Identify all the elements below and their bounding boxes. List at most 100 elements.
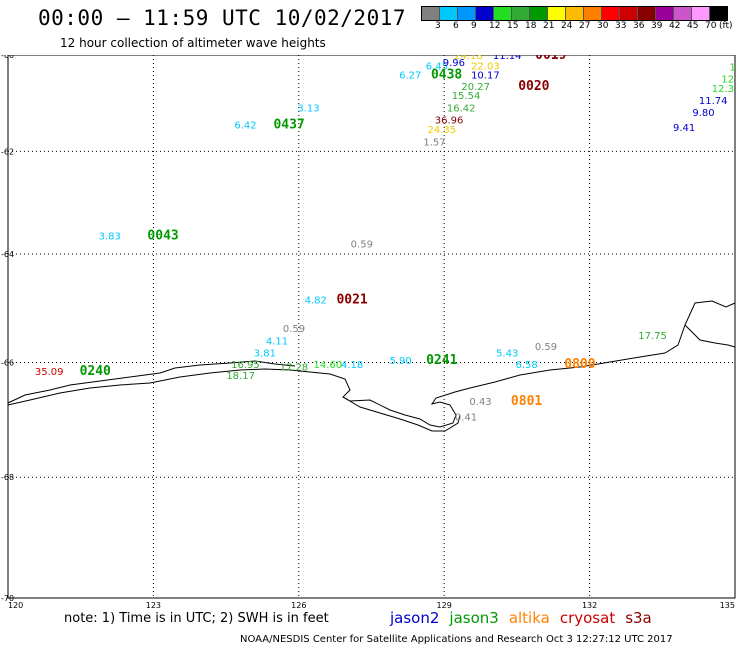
pass-time-label: 0800: [564, 357, 595, 372]
legend-swatch: [692, 7, 710, 20]
wave-height-label: 16.42: [447, 103, 476, 114]
wave-height-label: 0.59: [535, 342, 557, 353]
legend-swatch: [656, 7, 674, 20]
wave-height-label: 17.28: [280, 362, 309, 373]
coastline-east-bay: [684, 324, 736, 348]
pass-time-label: 0801: [511, 394, 542, 409]
legend-label: 12: [489, 21, 501, 31]
legend-swatch: [566, 7, 584, 20]
legend-label: 3: [435, 21, 441, 31]
wave-height-label: 11.74: [699, 96, 728, 107]
legend-label: 36: [633, 21, 645, 31]
x-tick-label: 132: [582, 601, 597, 610]
x-tick-label: 135: [720, 601, 735, 610]
pass-time-label: 0021: [336, 292, 367, 307]
legend-swatch: [584, 7, 602, 20]
coastline-path: [7, 300, 736, 428]
wave-height-label: 1: [729, 63, 735, 74]
legend-label: 42: [669, 21, 681, 31]
y-tick-label: -60: [1, 55, 14, 60]
wave-height-label: 22.03: [471, 61, 500, 72]
satellite-name: altika: [508, 609, 550, 627]
color-scale-legend: [421, 6, 728, 21]
wave-height-label: 9.96: [443, 58, 465, 69]
x-tick-label: 123: [146, 601, 161, 610]
wave-height-label: 4.11: [266, 336, 288, 347]
axis-tick-labels: 120 123 126 129 132 135 -60 -62 -64 -66 -68 -70: [1, 55, 735, 610]
wave-height-label: 6.27: [399, 71, 421, 82]
map-frame: [7, 55, 736, 599]
satellite-legend: jason2 jason3 altika cryosat s3a: [390, 609, 662, 627]
legend-swatch: [512, 7, 530, 20]
legend-label: 24: [561, 21, 573, 31]
legend-label: 21: [543, 21, 555, 31]
pass-time-label: 0240: [80, 364, 111, 379]
legend-swatch: [440, 7, 458, 20]
wave-height-label: 0.43: [469, 397, 491, 408]
satellite-name: jason3: [449, 609, 499, 627]
legend-label: 70: [705, 21, 717, 31]
wave-height-label: 11.14: [493, 55, 522, 62]
wave-height-label: 16.95: [231, 360, 260, 371]
satellite-name: s3a: [625, 609, 652, 627]
pass-time-label: 0241: [426, 353, 457, 368]
wave-height-label: 4.18: [341, 360, 363, 371]
antarctic-coastline: [7, 300, 736, 432]
wave-height-label: 1.57: [423, 138, 445, 149]
legend-label: 6: [453, 21, 459, 31]
pass-time-label: 0020: [518, 79, 549, 94]
wave-height-label: 6.45: [426, 61, 448, 72]
footer-note: note: 1) Time is in UTC; 2) SWH is in fe…: [64, 611, 329, 626]
wave-height-label: 24.18: [454, 55, 483, 62]
legend-label: 18: [525, 21, 537, 31]
lat-lon-grid: [7, 55, 736, 599]
pass-time-label: 0437: [273, 117, 304, 132]
wave-height-label: 5.43: [496, 349, 518, 360]
legend-label: 15: [507, 21, 519, 31]
wave-height-label: 6.58: [515, 360, 537, 371]
wave-height-label: 0.59: [351, 239, 373, 250]
wave-height-label: 20.27: [461, 82, 490, 93]
legend-swatch: [674, 7, 692, 20]
legend-swatch: [494, 7, 512, 20]
y-tick-label: -70: [1, 594, 14, 603]
wave-height-label: 3.83: [99, 232, 121, 243]
legend-swatch: [422, 7, 440, 20]
wave-height-label: 0.41: [455, 412, 477, 423]
legend-label: 45: [687, 21, 699, 31]
y-tick-label: -64: [1, 250, 14, 259]
legend-swatch: [530, 7, 548, 20]
x-tick-label: 126: [291, 601, 306, 610]
wave-height-label: 6.42: [234, 120, 256, 131]
pass-time-label: 0019: [535, 55, 566, 63]
pass-time-label: 0043: [147, 229, 178, 244]
legend-swatch: [476, 7, 494, 20]
x-tick-label: 129: [437, 601, 452, 610]
wave-height-label: 12: [721, 75, 734, 86]
legend-label: 30: [597, 21, 609, 31]
wave-height-map: 24.18 11.14 0019 6.459.96 22.03 6.27 0438 10.17…: [1, 55, 736, 610]
legend-label: 9: [471, 21, 477, 31]
legend-swatch: [458, 7, 476, 20]
x-tick-label: 120: [8, 601, 23, 610]
wave-height-label: 17.75: [638, 331, 667, 342]
legend-swatch: [548, 7, 566, 20]
wave-height-label: 9.80: [692, 108, 714, 119]
legend-label: 27: [579, 21, 591, 31]
coastline-inlet: [7, 360, 296, 404]
y-tick-label: -62: [1, 147, 14, 156]
wave-height-label: 36.96: [435, 115, 464, 126]
color-scale-unit: (ft): [719, 21, 733, 31]
satellite-name: cryosat: [559, 609, 616, 627]
wave-height-label: 9.41: [673, 123, 695, 134]
legend-swatch: [710, 7, 727, 20]
legend-swatch: [638, 7, 656, 20]
satellite-name: jason2: [390, 609, 440, 627]
wave-height-label: 14.60: [314, 360, 343, 371]
wave-height-label: 3.13: [297, 103, 319, 114]
legend-label: 33: [615, 21, 627, 31]
wave-height-label: 12.3: [712, 84, 734, 95]
chart-subtitle: 12 hour collection of altimeter wave hei…: [60, 36, 326, 50]
chart-title: 00:00 – 11:59 UTC 10/02/2017: [38, 6, 407, 30]
wave-height-label: 3.81: [254, 349, 276, 360]
